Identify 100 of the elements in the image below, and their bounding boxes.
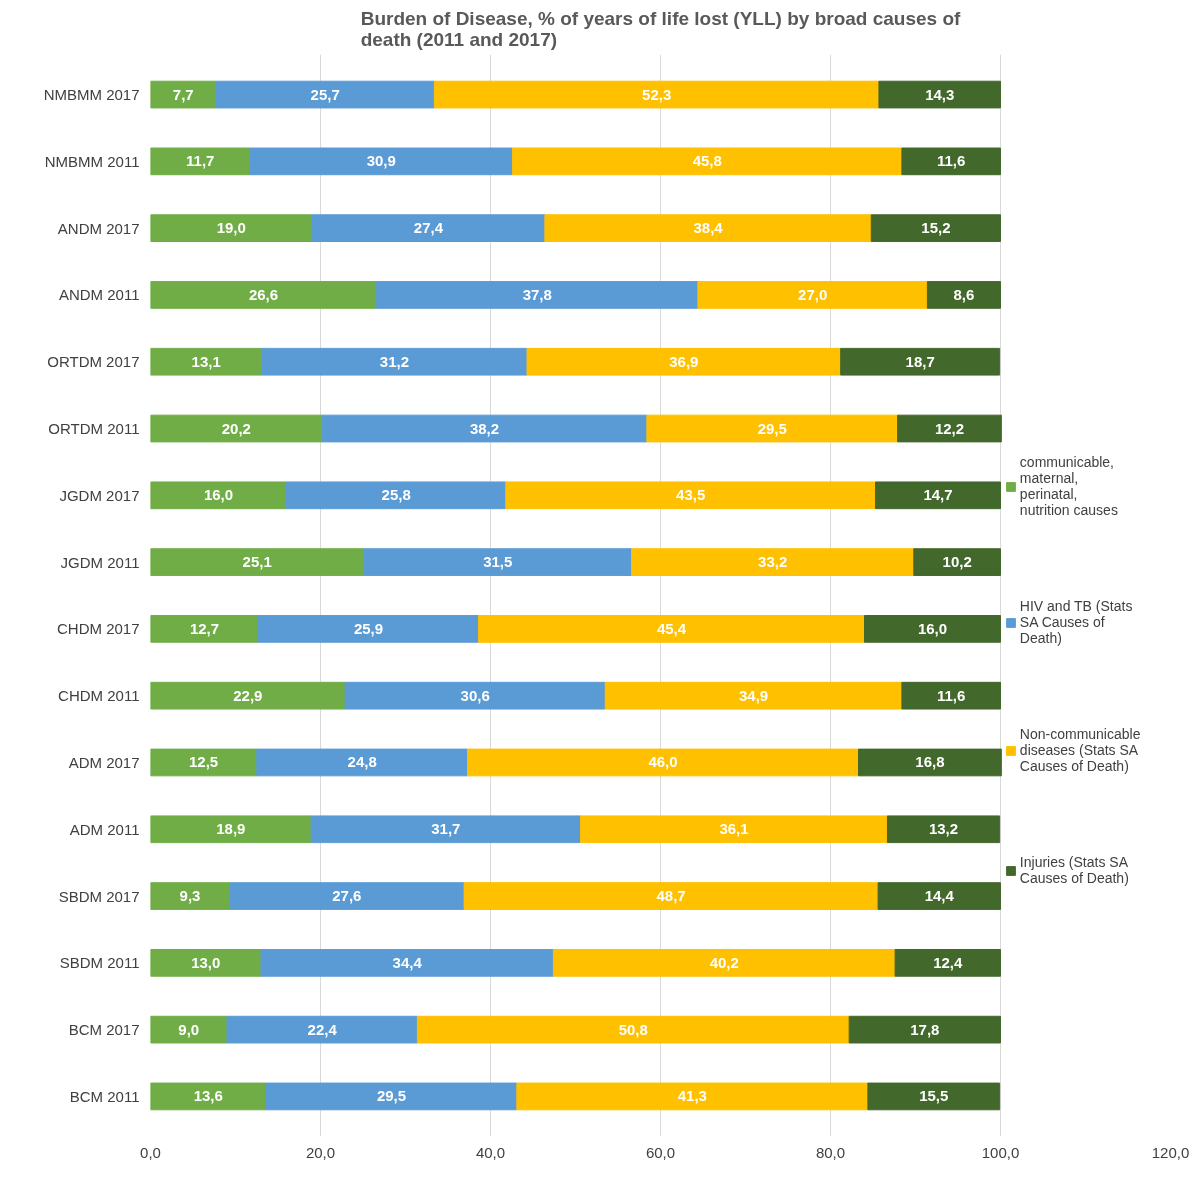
bar (870, 214, 1001, 243)
data-label: 18,7 (905, 352, 935, 370)
data-label: 8,6 (953, 285, 975, 303)
bar (848, 1015, 1001, 1044)
data-label: 11,6 (937, 152, 966, 170)
y-tick-label: BCM 2017 (68, 1021, 140, 1039)
data-label: 31,5 (483, 553, 513, 571)
bar (226, 1015, 418, 1044)
y-tick-label: CHDM 2017 (56, 620, 140, 638)
x-tick-label: 80,0 (815, 1143, 846, 1161)
bar (249, 147, 514, 176)
y-tick-label: ORTDM 2011 (48, 420, 140, 438)
data-label: 14,7 (923, 486, 953, 504)
bar (150, 347, 263, 376)
bar (416, 1015, 850, 1044)
bar (552, 948, 896, 977)
y-tick-label: BCM 2011 (69, 1087, 140, 1105)
legend-label: Injuries (Stats SA Causes of Death) (1019, 854, 1129, 886)
bar (286, 481, 507, 510)
bar (604, 681, 903, 710)
data-label: 16,8 (915, 753, 945, 771)
bar (858, 748, 1002, 777)
data-label: 50,8 (618, 1020, 648, 1038)
bar (310, 815, 582, 844)
bar (321, 414, 648, 443)
bar (150, 815, 312, 844)
data-label: 52,3 (642, 85, 672, 103)
data-label: 30,6 (460, 686, 490, 704)
data-label: 17,8 (910, 1020, 940, 1038)
data-label: 10,2 (942, 553, 972, 571)
data-label: 31,7 (431, 820, 461, 838)
x-tick-label: 100,0 (981, 1143, 1020, 1161)
bar (926, 281, 1001, 309)
bar (150, 414, 323, 443)
legend-label: communicable, maternal, perinatal, nutrition causes (1019, 454, 1118, 518)
data-label: 13,0 (191, 953, 221, 971)
data-label: 45,8 (692, 152, 722, 170)
bar (580, 815, 888, 844)
bar (150, 147, 251, 176)
bar (150, 548, 365, 576)
bar (875, 481, 1001, 510)
data-label: 12,5 (189, 753, 219, 771)
bar (512, 147, 903, 176)
data-label: 34,9 (738, 686, 769, 704)
bar (467, 748, 860, 777)
legend-label: HIV and TB (Stats SA Causes of Death) (1019, 598, 1133, 646)
bar (261, 347, 528, 376)
data-label: 25,8 (381, 486, 411, 504)
bar (150, 80, 217, 109)
data-label: 12,4 (933, 953, 964, 971)
bar (646, 414, 899, 443)
data-label: 34,4 (392, 953, 423, 971)
data-label: 25,9 (353, 619, 384, 637)
data-label: 31,2 (379, 352, 410, 370)
data-label: 16,0 (203, 486, 234, 504)
bar (463, 882, 879, 910)
data-label: 27,6 (332, 887, 362, 905)
data-label: 40,2 (709, 953, 739, 971)
bar (150, 748, 258, 777)
bar (363, 548, 633, 576)
data-label: 22,9 (233, 686, 263, 704)
bar (894, 948, 1001, 977)
data-label: 14,3 (925, 85, 955, 103)
data-label: 13,6 (193, 1087, 223, 1105)
bar (150, 214, 313, 243)
data-label: 12,7 (189, 619, 220, 637)
data-label: 43,5 (676, 486, 706, 504)
bar (150, 1082, 267, 1111)
y-tick-label: ANDM 2011 (58, 286, 140, 304)
bar (311, 214, 546, 243)
bar (697, 281, 928, 309)
y-tick-label: ANDM 2017 (57, 219, 140, 237)
x-tick-label: 60,0 (645, 1143, 676, 1161)
bar (256, 748, 469, 777)
y-tick-label: JGDM 2011 (60, 553, 140, 571)
data-label: 27,0 (798, 285, 828, 303)
data-label: 46,0 (648, 753, 678, 771)
bar (229, 882, 465, 910)
data-label: 9,0 (178, 1020, 200, 1038)
x-tick-label: 0,0 (140, 1143, 161, 1161)
y-tick-label: CHDM 2011 (58, 687, 140, 705)
x-tick-label: 40,0 (475, 1143, 506, 1161)
bar (897, 414, 1002, 443)
bar (526, 347, 842, 376)
data-label: 7,7 (172, 85, 194, 103)
data-label: 37,8 (522, 285, 552, 303)
bar (150, 481, 287, 510)
bar (257, 615, 480, 643)
y-tick-label: NMBMM 2017 (43, 86, 140, 104)
data-label: 9,3 (179, 887, 201, 905)
bar (260, 948, 554, 977)
data-label: 13,1 (191, 352, 221, 370)
x-tick-label: 20,0 (305, 1143, 336, 1161)
bar (433, 80, 880, 109)
data-label: 36,1 (719, 820, 749, 838)
data-label: 25,7 (310, 85, 340, 103)
bar (344, 681, 606, 710)
bar (864, 615, 1001, 643)
data-label: 27,4 (413, 219, 444, 237)
data-label: 38,4 (693, 219, 724, 237)
